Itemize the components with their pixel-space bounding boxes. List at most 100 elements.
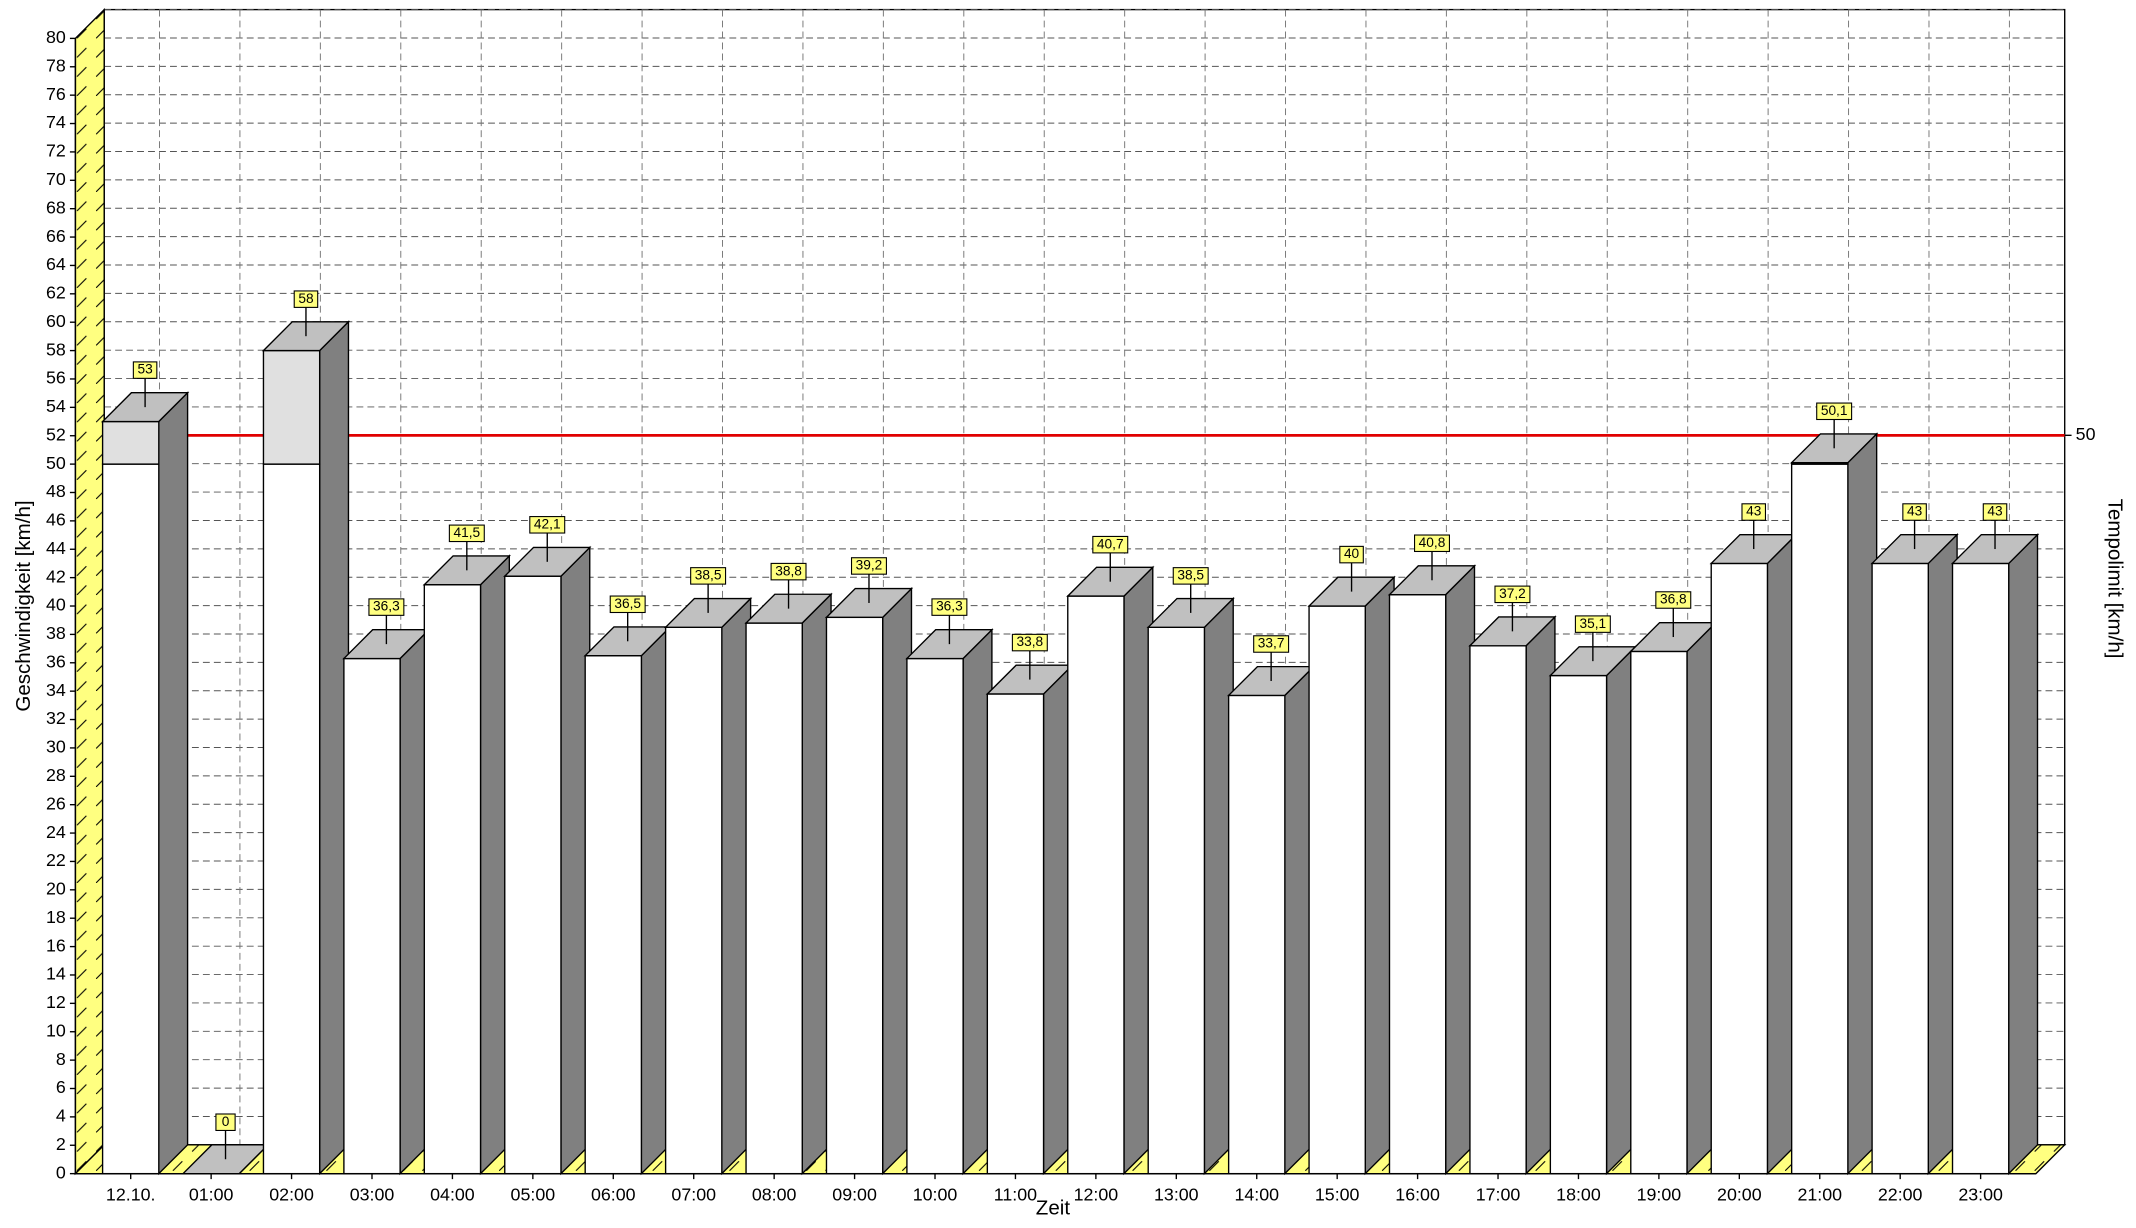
y-tick-label: 0 [56, 1162, 66, 1182]
y-tick-label: 64 [46, 254, 66, 274]
y-tick-label: 72 [46, 141, 66, 161]
y-tick-label: 18 [46, 907, 66, 927]
bar [1067, 595, 1125, 1175]
x-tick-label: 06:00 [591, 1184, 636, 1204]
x-tick-label: 19:00 [1637, 1184, 1682, 1204]
bar [504, 575, 562, 1175]
value-label: 35,1 [1580, 616, 1607, 631]
value-label-box [368, 598, 405, 616]
y-tick-label: 52 [46, 424, 66, 444]
bar [1710, 562, 1769, 1175]
value-label-box [850, 557, 887, 575]
x-tick-label: 05:00 [511, 1184, 556, 1204]
bar [423, 584, 482, 1175]
value-label: 53 [137, 362, 153, 377]
x-tick-label: 03:00 [350, 1184, 395, 1204]
y-tick-label: 68 [46, 197, 66, 217]
x-tick-label: 07:00 [671, 1184, 716, 1204]
y-tick-label: 56 [46, 368, 66, 388]
x-tick-label: 21:00 [1797, 1184, 1842, 1204]
value-label: 38,8 [775, 563, 802, 578]
value-label-box [1011, 633, 1048, 652]
bar [1951, 562, 2010, 1175]
y-tick-label: 78 [46, 55, 66, 75]
value-label: 40,8 [1419, 535, 1446, 550]
x-tick-label: 10:00 [913, 1184, 958, 1204]
x-tick-label: 02:00 [269, 1184, 314, 1204]
y-tick-label: 22 [46, 850, 66, 870]
y-tick-label: 70 [46, 169, 66, 189]
y-tick-label: 20 [46, 879, 66, 899]
y-tick-label: 12 [46, 992, 66, 1012]
value-label-box [1574, 615, 1611, 633]
bar [1549, 674, 1608, 1175]
bar-over-limit [262, 349, 321, 465]
y-tick-label: 38 [46, 623, 66, 643]
bar [745, 622, 803, 1175]
value-label: 40,7 [1097, 536, 1124, 551]
value-label: 38,5 [1177, 568, 1204, 583]
bar [1227, 694, 1286, 1175]
value-label-box [1414, 534, 1450, 553]
y-tick-label: 30 [46, 737, 66, 757]
value-label: 43 [1907, 504, 1923, 519]
y-tick-label: 16 [46, 935, 66, 955]
bar [1308, 605, 1366, 1175]
value-label-box [1092, 535, 1129, 554]
value-label: 36,8 [1660, 592, 1687, 607]
x-tick-label: 16:00 [1395, 1184, 1440, 1204]
bar [101, 463, 160, 1175]
value-label: 0 [222, 1114, 230, 1129]
value-label-box [1816, 402, 1853, 421]
value-label: 40 [1344, 546, 1360, 561]
value-label: 36,3 [936, 599, 963, 614]
y-tick-label: 66 [46, 226, 66, 246]
y-tick-label: 36 [46, 651, 66, 671]
x-tick-label: 20:00 [1717, 1184, 1762, 1204]
x-tick-label: 14:00 [1234, 1184, 1279, 1204]
y-tick-label: 24 [46, 822, 66, 842]
y-tick-label: 42 [46, 566, 66, 586]
value-label-box [770, 562, 807, 581]
y-axis-label: Geschwindigkeit [km/h] [12, 500, 35, 711]
x-axis-label: Zeit [1036, 1197, 1071, 1220]
value-label-box [1982, 503, 2008, 521]
bar-side [2008, 532, 2039, 1176]
x-tick-label: 17:00 [1476, 1184, 1521, 1204]
y-tick-label: 8 [56, 1049, 66, 1069]
y-tick-label: 76 [46, 84, 66, 104]
y-tick-label: 6 [56, 1077, 66, 1097]
value-label: 41,5 [453, 525, 480, 540]
x-tick-label: 12.10. [106, 1184, 156, 1204]
y-tick-label: 34 [46, 680, 66, 700]
x-tick-label: 22:00 [1878, 1184, 1923, 1204]
y-tick-label: 10 [46, 1020, 66, 1040]
y-tick-label: 40 [46, 595, 66, 615]
bar [906, 657, 964, 1175]
bar [1790, 463, 1849, 1175]
value-label-box [215, 1113, 236, 1132]
value-label: 43 [1746, 504, 1762, 519]
value-label: 37,2 [1499, 586, 1526, 601]
value-label-box [1339, 545, 1364, 564]
y-tick-label: 28 [46, 765, 66, 785]
y-tick-label: 80 [46, 27, 66, 47]
value-label-box [1741, 503, 1767, 521]
bar [1469, 645, 1527, 1175]
y-tick-label: 46 [46, 510, 66, 530]
y-tick-label: 14 [46, 964, 66, 984]
value-label-box [609, 595, 646, 614]
x-tick-label: 23:00 [1958, 1184, 2003, 1204]
value-label-box [1253, 635, 1290, 653]
value-label: 38,5 [695, 568, 722, 583]
value-label-box [690, 567, 727, 585]
bar [1630, 650, 1688, 1175]
bar [262, 463, 321, 1175]
y-tick-label: 26 [46, 793, 66, 813]
y-tick-label: 58 [46, 339, 66, 359]
y-tick-label: 4 [56, 1106, 66, 1126]
y2-axis-label: Tempolimit [km/h] [2104, 499, 2127, 659]
left-wall [74, 7, 105, 1176]
value-label-box [1172, 567, 1209, 585]
bar-top [1387, 565, 1477, 596]
